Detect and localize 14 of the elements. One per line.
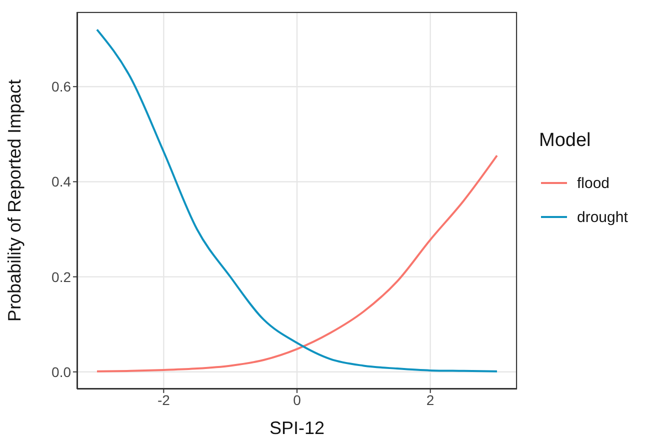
legend-label: flood — [577, 174, 610, 192]
y-tick-label: 0.6 — [52, 78, 72, 95]
legend-label: drought — [577, 208, 628, 226]
line-series — [96, 28, 498, 372]
x-tick-label: 0 — [293, 392, 302, 408]
x-axis-title: SPI-12 — [269, 418, 325, 438]
legend-title: Model — [539, 130, 592, 152]
y-tick-label: 0.0 — [52, 364, 72, 380]
y-tick-label: 0.4 — [52, 174, 72, 190]
x-tick-label: 2 — [426, 392, 434, 408]
x-tick-label: -2 — [157, 392, 170, 408]
y-axis-title: Probability of Reported Impact — [4, 79, 24, 322]
y-tick-label: 0.2 — [52, 268, 72, 285]
line-series — [96, 154, 498, 372]
